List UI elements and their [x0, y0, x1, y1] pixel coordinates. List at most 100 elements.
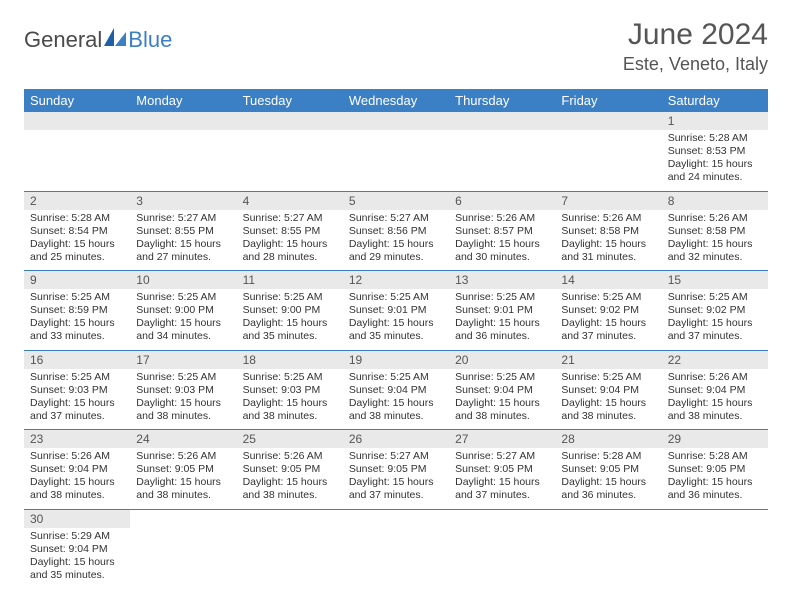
- day-detail: Sunrise: 5:27 AMSunset: 8:55 PMDaylight:…: [130, 210, 236, 271]
- calendar-table: Sunday Monday Tuesday Wednesday Thursday…: [24, 89, 768, 588]
- empty-cell: [24, 112, 130, 130]
- day-detail: Sunrise: 5:25 AMSunset: 9:01 PMDaylight:…: [449, 289, 555, 350]
- day-detail: Sunrise: 5:26 AMSunset: 8:57 PMDaylight:…: [449, 210, 555, 271]
- sunrise-line: Sunrise: 5:26 AM: [136, 450, 230, 463]
- day-detail: Sunrise: 5:26 AMSunset: 9:04 PMDaylight:…: [662, 369, 768, 430]
- sunset-line: Sunset: 9:05 PM: [561, 463, 655, 476]
- sunset-line: Sunset: 9:02 PM: [668, 304, 762, 317]
- sunrise-line: Sunrise: 5:25 AM: [30, 291, 124, 304]
- empty-cell: [555, 112, 661, 130]
- title-block: June 2024 Este, Veneto, Italy: [623, 18, 768, 75]
- empty-cell: [662, 509, 768, 528]
- sunrise-line: Sunrise: 5:25 AM: [455, 291, 549, 304]
- daylight-line: Daylight: 15 hours and 38 minutes.: [349, 397, 443, 423]
- empty-cell: [449, 130, 555, 191]
- day-number: 26: [343, 430, 449, 449]
- day-number: 6: [449, 191, 555, 210]
- day-number: 25: [237, 430, 343, 449]
- day-detail: Sunrise: 5:29 AMSunset: 9:04 PMDaylight:…: [24, 528, 130, 589]
- sunset-line: Sunset: 8:59 PM: [30, 304, 124, 317]
- day-detail: Sunrise: 5:25 AMSunset: 9:01 PMDaylight:…: [343, 289, 449, 350]
- sunrise-line: Sunrise: 5:27 AM: [136, 212, 230, 225]
- brand-logo: General Blue: [24, 26, 172, 53]
- sunset-line: Sunset: 9:03 PM: [243, 384, 337, 397]
- sunset-line: Sunset: 9:00 PM: [243, 304, 337, 317]
- day-number-row: 9101112131415: [24, 271, 768, 290]
- daylight-line: Daylight: 15 hours and 35 minutes.: [243, 317, 337, 343]
- daylight-line: Daylight: 15 hours and 37 minutes.: [668, 317, 762, 343]
- daylight-line: Daylight: 15 hours and 28 minutes.: [243, 238, 337, 264]
- sunset-line: Sunset: 9:05 PM: [349, 463, 443, 476]
- sunset-line: Sunset: 9:03 PM: [136, 384, 230, 397]
- sunset-line: Sunset: 9:04 PM: [30, 543, 124, 556]
- empty-cell: [662, 528, 768, 589]
- sunrise-line: Sunrise: 5:26 AM: [243, 450, 337, 463]
- sunset-line: Sunset: 9:04 PM: [349, 384, 443, 397]
- day-detail: Sunrise: 5:28 AMSunset: 8:54 PMDaylight:…: [24, 210, 130, 271]
- sunset-line: Sunset: 8:57 PM: [455, 225, 549, 238]
- day-number-row: 16171819202122: [24, 350, 768, 369]
- daylight-line: Daylight: 15 hours and 35 minutes.: [349, 317, 443, 343]
- day-number: 20: [449, 350, 555, 369]
- day-number: 9: [24, 271, 130, 290]
- daylight-line: Daylight: 15 hours and 37 minutes.: [349, 476, 443, 502]
- day-number: 18: [237, 350, 343, 369]
- day-number: 17: [130, 350, 236, 369]
- weekday-header: Thursday: [449, 89, 555, 112]
- daylight-line: Daylight: 15 hours and 38 minutes.: [561, 397, 655, 423]
- day-detail: Sunrise: 5:25 AMSunset: 9:04 PMDaylight:…: [343, 369, 449, 430]
- sunrise-line: Sunrise: 5:27 AM: [349, 212, 443, 225]
- sunrise-line: Sunrise: 5:25 AM: [561, 291, 655, 304]
- daylight-line: Daylight: 15 hours and 38 minutes.: [136, 476, 230, 502]
- sunrise-line: Sunrise: 5:26 AM: [561, 212, 655, 225]
- sunset-line: Sunset: 9:01 PM: [349, 304, 443, 317]
- empty-cell: [130, 112, 236, 130]
- sunset-line: Sunset: 9:03 PM: [30, 384, 124, 397]
- daylight-line: Daylight: 15 hours and 34 minutes.: [136, 317, 230, 343]
- brand-part2: Blue: [128, 27, 172, 53]
- brand-sail-icon: [102, 26, 128, 53]
- day-number: 10: [130, 271, 236, 290]
- day-detail: Sunrise: 5:25 AMSunset: 9:02 PMDaylight:…: [662, 289, 768, 350]
- day-number-row: 23242526272829: [24, 430, 768, 449]
- day-number: 28: [555, 430, 661, 449]
- sunrise-line: Sunrise: 5:25 AM: [136, 371, 230, 384]
- daylight-line: Daylight: 15 hours and 36 minutes.: [668, 476, 762, 502]
- sunset-line: Sunset: 8:53 PM: [668, 145, 762, 158]
- sunset-line: Sunset: 9:04 PM: [455, 384, 549, 397]
- empty-cell: [237, 528, 343, 589]
- day-detail: Sunrise: 5:25 AMSunset: 9:00 PMDaylight:…: [130, 289, 236, 350]
- brand-part1: General: [24, 27, 102, 53]
- daylight-line: Daylight: 15 hours and 38 minutes.: [243, 397, 337, 423]
- day-number: 27: [449, 430, 555, 449]
- sunrise-line: Sunrise: 5:25 AM: [136, 291, 230, 304]
- day-detail: Sunrise: 5:26 AMSunset: 9:04 PMDaylight:…: [24, 448, 130, 509]
- sunset-line: Sunset: 9:04 PM: [561, 384, 655, 397]
- daylight-line: Daylight: 15 hours and 37 minutes.: [30, 397, 124, 423]
- day-detail: Sunrise: 5:25 AMSunset: 9:03 PMDaylight:…: [237, 369, 343, 430]
- sunrise-line: Sunrise: 5:25 AM: [243, 371, 337, 384]
- day-detail: Sunrise: 5:25 AMSunset: 9:04 PMDaylight:…: [449, 369, 555, 430]
- daylight-line: Daylight: 15 hours and 38 minutes.: [30, 476, 124, 502]
- month-title: June 2024: [623, 18, 768, 52]
- daylight-line: Daylight: 15 hours and 29 minutes.: [349, 238, 443, 264]
- sunset-line: Sunset: 8:55 PM: [136, 225, 230, 238]
- sunset-line: Sunset: 9:02 PM: [561, 304, 655, 317]
- daylight-line: Daylight: 15 hours and 33 minutes.: [30, 317, 124, 343]
- daylight-line: Daylight: 15 hours and 36 minutes.: [455, 317, 549, 343]
- sunrise-line: Sunrise: 5:25 AM: [455, 371, 549, 384]
- sunset-line: Sunset: 9:05 PM: [243, 463, 337, 476]
- empty-cell: [343, 528, 449, 589]
- day-number-row: 30: [24, 509, 768, 528]
- header: General Blue June 2024 Este, Veneto, Ita…: [24, 18, 768, 75]
- daylight-line: Daylight: 15 hours and 35 minutes.: [30, 556, 124, 582]
- day-detail: Sunrise: 5:26 AMSunset: 8:58 PMDaylight:…: [555, 210, 661, 271]
- sunrise-line: Sunrise: 5:29 AM: [30, 530, 124, 543]
- empty-cell: [343, 509, 449, 528]
- sunrise-line: Sunrise: 5:28 AM: [668, 132, 762, 145]
- day-detail: Sunrise: 5:27 AMSunset: 8:55 PMDaylight:…: [237, 210, 343, 271]
- empty-cell: [130, 509, 236, 528]
- sunset-line: Sunset: 9:00 PM: [136, 304, 230, 317]
- empty-cell: [343, 112, 449, 130]
- day-number: 21: [555, 350, 661, 369]
